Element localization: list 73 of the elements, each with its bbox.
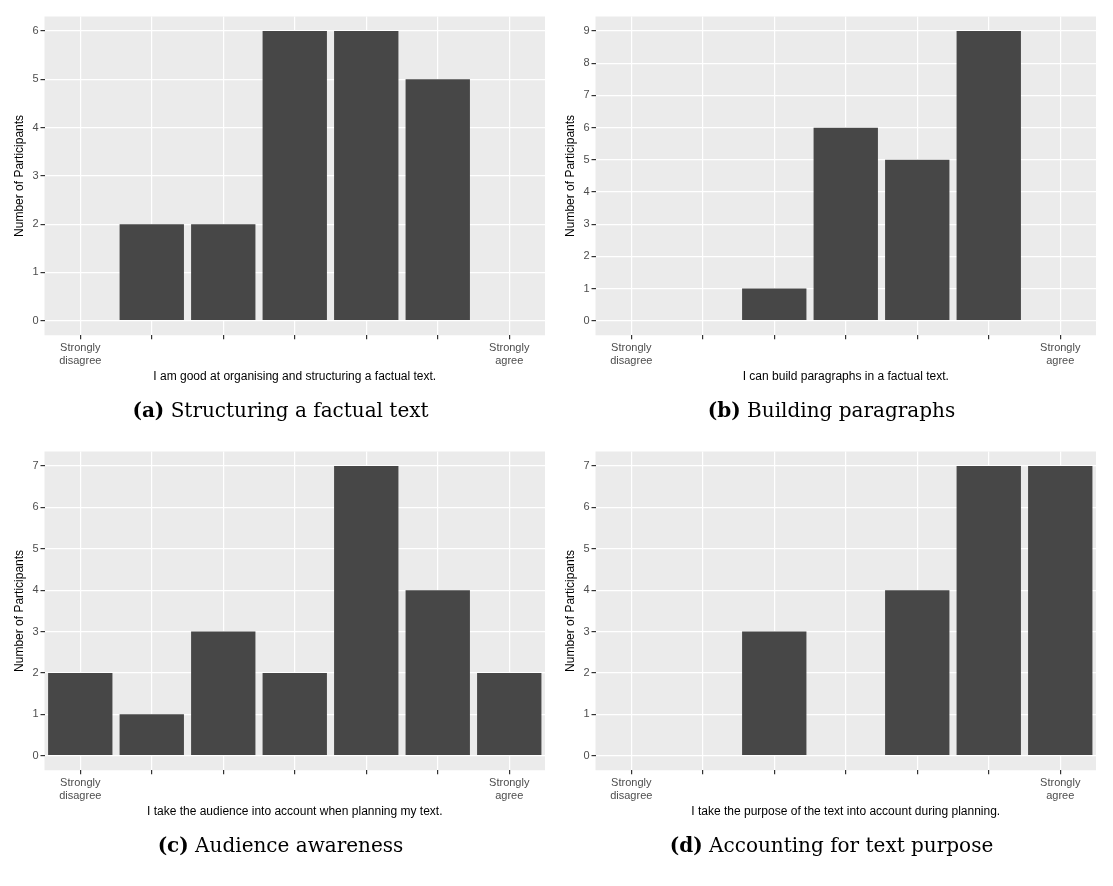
y-tick-label: 2 (32, 217, 39, 230)
x-tick-label: Strongly agree (1040, 775, 1081, 802)
x-axis-title: I take the purpose of the text into account during planning. (691, 804, 1001, 819)
bar (742, 631, 807, 756)
y-tick-label: 0 (583, 313, 590, 326)
x-tick-label: Strongly agree (489, 340, 530, 367)
y-tick-label: 4 (583, 185, 590, 198)
bar (405, 590, 470, 756)
bar (1028, 466, 1093, 756)
bar (956, 466, 1021, 756)
x-tick-label: Strongly agree (489, 775, 530, 802)
bar (262, 672, 327, 756)
y-axis-title: Number of Participants (11, 549, 26, 672)
y-tick-label: 9 (583, 24, 590, 37)
y-tick-label: 2 (32, 666, 39, 678)
y-tick-label: 7 (32, 459, 39, 472)
x-tick-label: Strongly disagree (59, 340, 102, 367)
y-tick-label: 4 (32, 583, 39, 596)
y-tick-label: 5 (32, 72, 39, 85)
bar (885, 590, 950, 756)
y-axis-title: Number of Participants (562, 549, 577, 672)
y-tick-label: 2 (583, 666, 590, 678)
y-tick-label: 4 (583, 583, 590, 596)
y-tick-label: 2 (583, 249, 590, 262)
y-tick-label: 7 (583, 88, 590, 101)
y-tick-label: 3 (32, 168, 39, 181)
y-tick-label: 1 (583, 281, 590, 294)
bar (119, 224, 184, 321)
bar (405, 79, 470, 321)
bar (813, 127, 878, 321)
y-tick-label: 0 (32, 313, 39, 326)
y-tick-label: 3 (583, 624, 590, 637)
x-axis-title: I take the audience into account when planning my text. (146, 804, 443, 819)
x-tick-label: Strongly disagree (610, 775, 653, 802)
y-tick-label: 6 (32, 24, 39, 37)
bar (477, 672, 542, 756)
y-tick-label: 8 (583, 56, 590, 69)
y-tick-label: 1 (32, 707, 39, 720)
text: (c) Audience awareness (156, 832, 405, 859)
bar (262, 31, 327, 321)
x-axis-title: I am good at organising and structuring a factual text. (153, 369, 437, 384)
y-tick-label: 3 (583, 217, 590, 230)
x-axis-title: I can build paragraphs in a factual text. (742, 369, 949, 384)
y-tick-label: 7 (583, 459, 590, 472)
bar (48, 672, 113, 756)
y-tick-label: 6 (583, 120, 590, 133)
y-axis-title: Number of Participants (11, 114, 26, 237)
bar (956, 31, 1021, 321)
text: (b) Building paragraphs (706, 397, 957, 424)
y-tick-label: 4 (32, 120, 39, 133)
text: (d) Accounting for text purpose (668, 832, 995, 859)
y-tick-label: 5 (583, 541, 590, 554)
x-tick-label: Strongly disagree (59, 775, 102, 802)
y-tick-label: 1 (583, 707, 590, 720)
y-tick-label: 6 (32, 500, 39, 513)
text: (a) Structuring a factual text (131, 397, 430, 424)
bar (191, 224, 256, 321)
y-axis-title: Number of Participants (562, 114, 577, 237)
bar (334, 466, 399, 756)
y-tick-label: 5 (32, 541, 39, 554)
y-tick-label: 5 (583, 152, 590, 165)
y-tick-label: 6 (583, 500, 590, 513)
bar (334, 31, 399, 321)
bar (885, 159, 950, 321)
y-tick-label: 0 (32, 748, 39, 761)
y-tick-label: 0 (583, 748, 590, 761)
bar (119, 714, 184, 756)
x-tick-label: Strongly agree (1040, 340, 1081, 367)
x-tick-label: Strongly disagree (610, 340, 653, 367)
bar (742, 288, 807, 321)
bar (191, 631, 256, 756)
y-tick-label: 1 (32, 265, 39, 278)
y-tick-label: 3 (32, 624, 39, 637)
